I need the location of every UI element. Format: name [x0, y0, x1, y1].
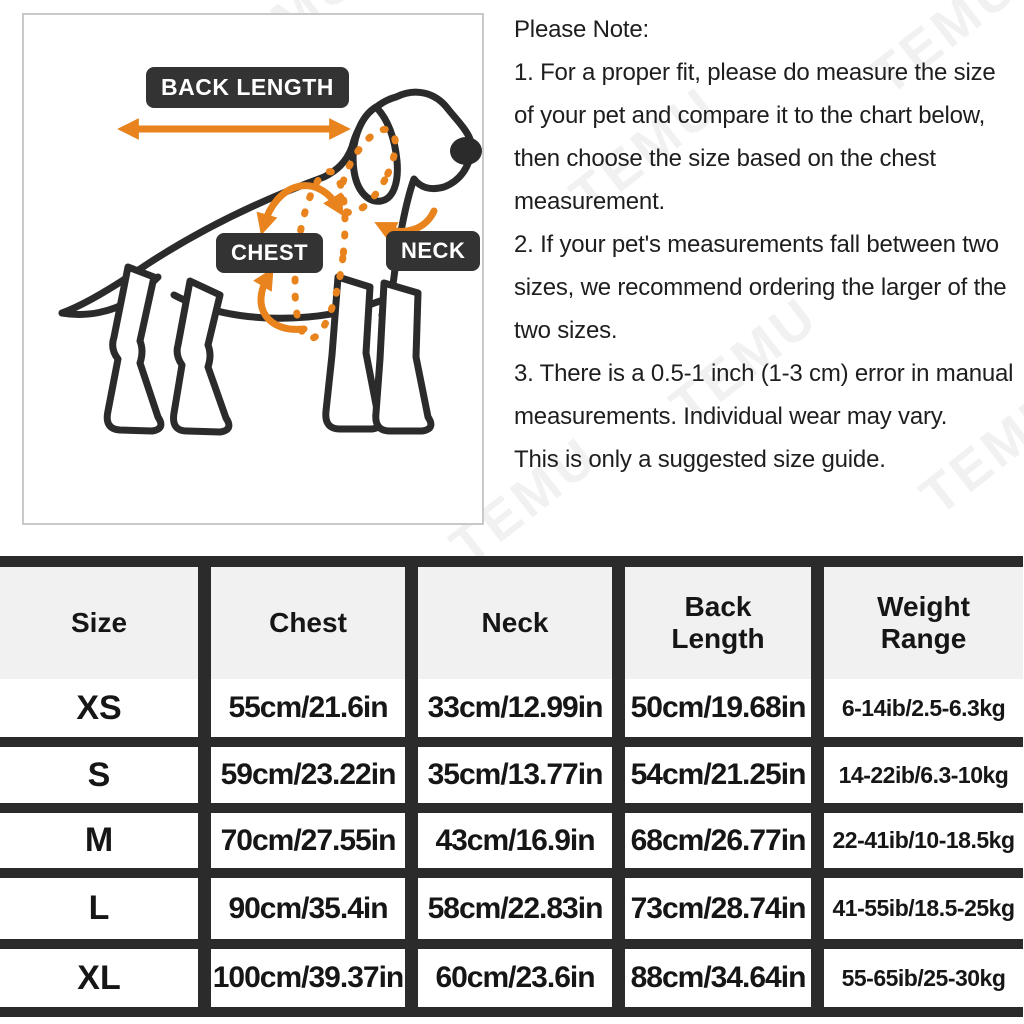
dog-front-leg: [322, 273, 385, 433]
table-cell-chest: 55cm/21.6in: [211, 679, 405, 737]
table-cell-size: M: [0, 803, 198, 868]
table-cell-chest: 70cm/27.55in: [211, 803, 405, 868]
dog-front-leg: [372, 279, 435, 435]
dog-rear-leg: [170, 277, 233, 436]
table-cell-weight: 55-65ib/25-30kg: [824, 939, 1023, 1007]
dog-rear-leg: [103, 263, 165, 435]
chest-measure-ellipse: [291, 168, 349, 342]
table-cell-back-length: 50cm/19.68in: [625, 679, 811, 737]
note-footer: This is only a suggested size guide.: [514, 446, 886, 473]
table-cell-chest: 90cm/35.4in: [211, 868, 405, 939]
table-cell-weight: 6-14ib/2.5-6.3kg: [824, 679, 1023, 737]
table-cell-neck: 60cm/23.6in: [418, 939, 612, 1007]
table-cell-size: XS: [0, 679, 198, 737]
table-cell-back-length: 68cm/26.77in: [625, 803, 811, 868]
table-cell-weight: 41-55ib/18.5-25kg: [824, 868, 1023, 939]
header-label: Neck: [481, 607, 549, 638]
header-label: Back Length: [671, 591, 765, 654]
neck-wrap-arrow-icon: [374, 207, 438, 242]
table-cell-back-length: 88cm/34.64in: [625, 939, 811, 1007]
header-cell-chest: Chest: [211, 567, 405, 679]
header-label: Size: [70, 607, 128, 638]
neck-label: NECK: [386, 231, 481, 271]
chest-wrap-arrow-icon: [256, 182, 344, 236]
header-cell-back-length: Back Length: [625, 567, 811, 679]
chest-wrap-arrow-icon: [253, 267, 308, 333]
header-cell-size: Size: [0, 567, 198, 679]
table-cell-back-length: 73cm/28.74in: [625, 868, 811, 939]
back-length-label: BACK LENGTH: [146, 67, 349, 108]
table-cell-neck: 35cm/13.77in: [418, 737, 612, 803]
table-cell-chest: 59cm/23.22in: [211, 737, 405, 803]
note-item-3: 3. There is a 0.5-1 inch (1-3 cm) error …: [514, 360, 1014, 430]
neck-measure-ellipse: [337, 125, 399, 217]
header-label: Weight Range: [877, 591, 970, 654]
table-cell-weight: 14-22ib/6.3-10kg: [824, 737, 1023, 803]
dog-measurement-diagram: BACK LENGTH CHEST NECK: [22, 13, 484, 525]
note-title: Please Note:: [514, 16, 650, 43]
table-cell-size: S: [0, 737, 198, 803]
size-guide-table: Size Chest Neck Back Length Weight Range…: [0, 556, 1023, 1017]
table-cell-weight: 22-41ib/10-18.5kg: [824, 803, 1023, 868]
table-cell-chest: 100cm/39.37in: [211, 939, 405, 1007]
note-section: Please Note: 1. For a proper fit, please…: [514, 8, 1016, 481]
dog-nose: [450, 137, 482, 165]
chest-label: CHEST: [216, 233, 324, 273]
header-label: Chest: [269, 607, 347, 638]
table-cell-neck: 33cm/12.99in: [418, 679, 612, 737]
table-cell-neck: 58cm/22.83in: [418, 868, 612, 939]
note-item-2: 2. If your pet's measurements fall betwe…: [514, 231, 1007, 344]
dog-outline-svg: [58, 88, 482, 436]
note-item-1: 1. For a proper fit, please do measure t…: [514, 59, 996, 215]
table-cell-neck: 43cm/16.9in: [418, 803, 612, 868]
header-cell-neck: Neck: [418, 567, 612, 679]
table-cell-size: L: [0, 868, 198, 939]
table-cell-size: XL: [0, 939, 198, 1007]
table-cell-back-length: 54cm/21.25in: [625, 737, 811, 803]
header-cell-weight-range: Weight Range: [824, 567, 1023, 679]
